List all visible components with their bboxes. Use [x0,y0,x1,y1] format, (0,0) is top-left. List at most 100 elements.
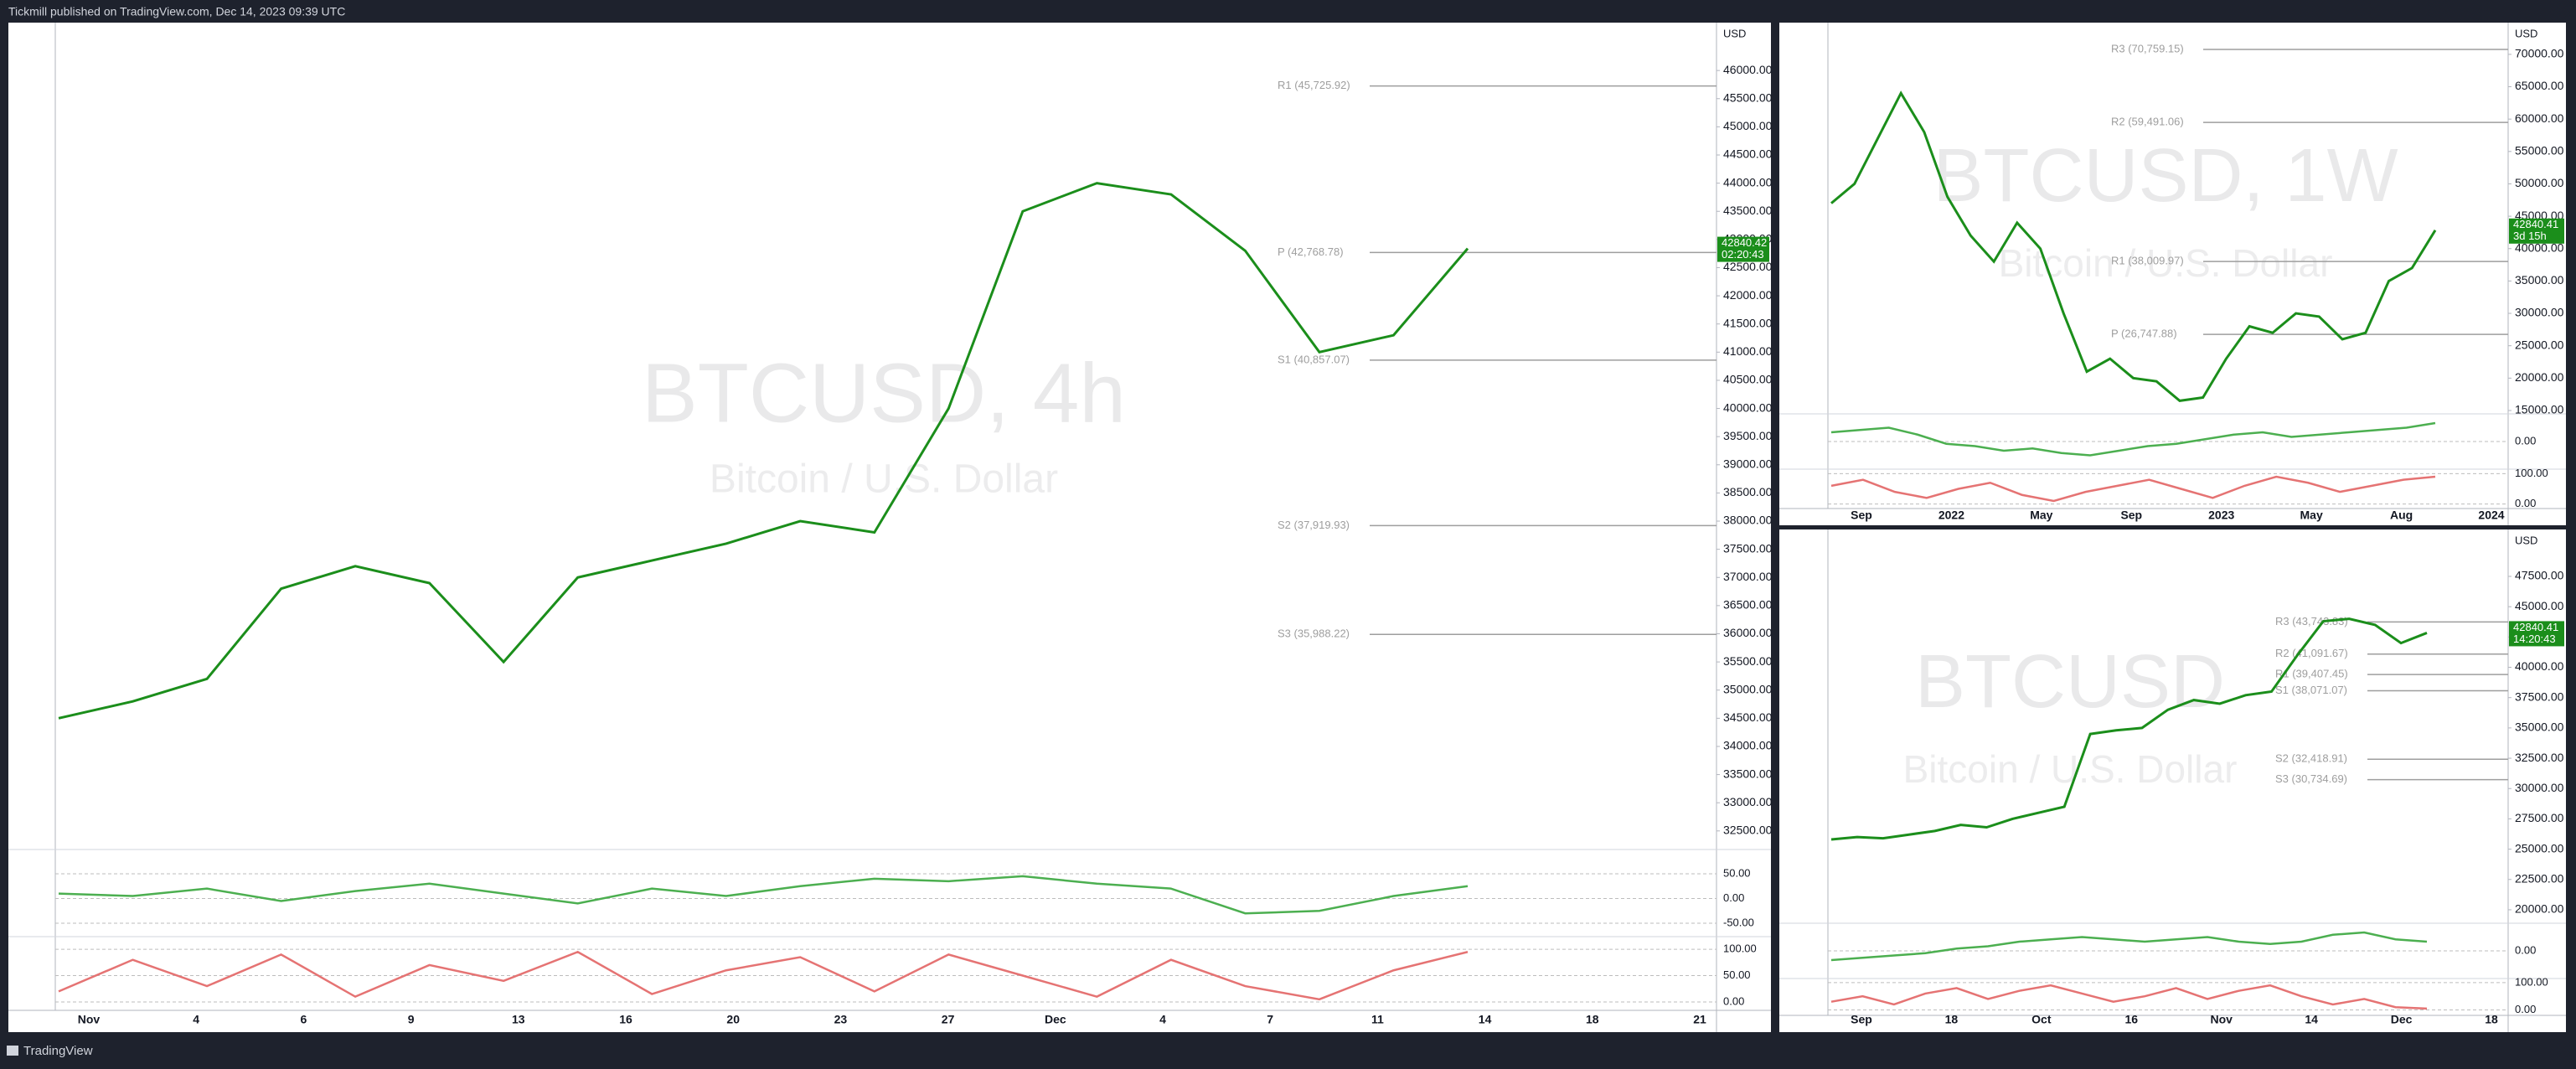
price-line [1830,90,2437,402]
price-tick-label: 40000.00 [1723,400,1773,414]
pivot-label: R2 (41,091.67) [2275,647,2348,659]
pivot-label: R1 (39,407.45) [2275,668,2348,680]
price-tick-label: 42500.00 [1723,260,1773,273]
price-tick-label: 35000.00 [2515,720,2564,734]
watermark-subtitle: Bitcoin / U.S. Dollar [710,457,1058,502]
time-label: Oct [2031,1013,2052,1026]
price-tick-label: 38000.00 [1723,514,1773,527]
pivot-label: S2 (32,418.91) [2275,752,2347,765]
time-label: May [2300,509,2323,522]
price-tick-label: 35500.00 [1723,654,1773,668]
time-label: 16 [2124,1013,2138,1026]
osc-tick-label: 0.00 [2515,434,2536,447]
last-price-tag [2509,621,2564,647]
watermark: BTCUSD [1915,640,2225,724]
price-tick-label: 47500.00 [2515,569,2564,582]
price-tick-label: 43500.00 [1723,204,1773,217]
price-tick-label: 30000.00 [2515,306,2564,319]
time-label: Dec [1045,1013,1066,1026]
price-tick-label: 44000.00 [1723,175,1773,188]
pivot-label: R3 (70,759.15) [2111,42,2184,54]
time-label: 18 [2485,1013,2498,1026]
price-tick-label: 60000.00 [2515,111,2564,125]
time-label: 7 [1267,1013,1273,1026]
price-tick-label: 33000.00 [1723,795,1773,808]
oscillator-line [1830,421,2436,457]
time-label: 2022 [1938,509,1964,522]
price-tick-label: 25000.00 [2515,841,2564,855]
price-tick-label: 36000.00 [1723,626,1773,639]
price-tick-label: 41500.00 [1723,316,1773,329]
oscillator-line [58,950,1469,1001]
time-label: 23 [834,1013,848,1026]
time-label: 13 [512,1013,525,1026]
time-label: Sep [1851,1013,1872,1026]
pivot-label: R3 (43,743.83) [2275,615,2348,627]
time-label: 16 [619,1013,632,1026]
price-tick-label: 22500.00 [2515,871,2564,885]
osc-tick-label: 50.00 [1723,968,1751,981]
currency-label: USD [1723,27,1746,39]
time-label: May [2030,509,2052,522]
time-label: 9 [408,1013,415,1026]
pivot-label: S1 (38,071.07) [2275,684,2347,696]
price-tick-label: 32500.00 [2515,751,2564,764]
osc-tick-label: 100.00 [2515,975,2548,988]
price-line [1830,617,2428,841]
price-tick-label: 15000.00 [2515,403,2564,416]
osc-tick-label: 0.00 [2515,497,2536,509]
time-label: 4 [193,1013,199,1026]
header-title: Tickmill published on TradingView.com, D… [8,5,345,18]
pivot-label: R1 (38,009.97) [2111,255,2184,267]
oscillator-line [58,875,1469,915]
price-tick-label: 40500.00 [1723,373,1773,386]
price-tick-label: 45500.00 [1723,90,1773,104]
price-tick-label: 40000.00 [2515,659,2564,673]
last-price-tag [2509,218,2564,244]
price-tick-label: 55000.00 [2515,144,2564,158]
time-label: 18 [1586,1013,1599,1026]
osc-tick-label: 0.00 [1723,891,1744,904]
watermark: BTCUSD, 4h [642,346,1126,440]
watermark: BTCUSD, 1W [1933,134,2398,218]
pivot-label: S3 (30,734.69) [2275,772,2347,785]
price-tick-label: 32500.00 [1723,824,1773,837]
price-tick-label: 50000.00 [2515,176,2564,189]
brand-logo [7,1046,18,1056]
pivot-label: S3 (35,988.22) [1278,627,1350,640]
countdown-label: 14:20:43 [2513,633,2556,645]
price-tick-label: 36500.00 [1723,598,1773,612]
last-price-label: 42840.41 [2513,621,2558,633]
time-label: 20 [726,1013,740,1026]
footer-brand[interactable]: TradingView [23,1044,93,1058]
price-tick-label: 30000.00 [2515,781,2564,794]
pivot-label: R1 (45,725.92) [1278,79,1350,91]
time-label: 21 [1693,1013,1706,1026]
osc-tick-label: 0.00 [1723,994,1744,1007]
time-label: 4 [1159,1013,1166,1026]
time-label: 11 [1371,1013,1384,1026]
price-tick-label: 20000.00 [2515,370,2564,384]
price-tick-label: 27500.00 [2515,811,2564,824]
chart-panel [1779,529,2566,1032]
countdown-label: 3d 15h [2513,230,2547,242]
oscillator-line [1830,984,2428,1010]
price-tick-label: 35000.00 [1723,682,1773,695]
price-line [58,182,1469,720]
price-tick-label: 46000.00 [1723,63,1773,76]
currency-label: USD [2515,27,2537,39]
oscillator-line [1830,931,2428,962]
price-tick-label: 39000.00 [1723,457,1773,470]
price-tick-label: 44500.00 [1723,147,1773,161]
price-tick-label: 34500.00 [1723,710,1773,724]
price-tick-label: 37500.00 [1723,541,1773,555]
currency-label: USD [2515,534,2537,546]
time-label: 14 [2305,1013,2318,1026]
time-label: Dec [2391,1013,2413,1026]
osc-tick-label: 50.00 [1723,866,1751,879]
price-tick-label: 70000.00 [2515,47,2564,60]
price-tick-label: 35000.00 [2515,273,2564,287]
price-tick-label: 25000.00 [2515,338,2564,351]
